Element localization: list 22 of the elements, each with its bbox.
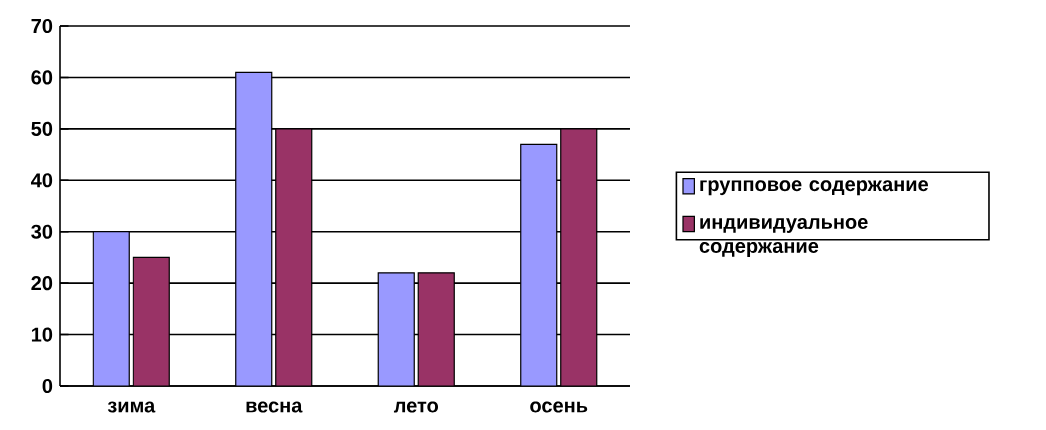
y-tick-label: 70 bbox=[31, 18, 53, 34]
y-tick-label: 60 bbox=[31, 70, 53, 85]
bar bbox=[377, 272, 415, 386]
y-tick-label: 20 bbox=[31, 276, 53, 291]
y-tick-label: 10 bbox=[31, 327, 53, 342]
x-tick-label: весна bbox=[246, 401, 303, 413]
y-tick-label: 50 bbox=[31, 121, 53, 136]
y-tick-label: 40 bbox=[31, 173, 53, 188]
bar bbox=[520, 143, 558, 386]
bar bbox=[275, 128, 313, 386]
legend-label: индивидуальное содержание bbox=[699, 218, 868, 257]
y-tick-label: 30 bbox=[31, 224, 53, 239]
y-tick-label: 0 bbox=[42, 378, 53, 394]
bar bbox=[417, 272, 455, 386]
x-tick-label: зима bbox=[107, 401, 156, 413]
bar bbox=[92, 231, 130, 386]
legend-label: групповое содержание bbox=[700, 180, 929, 196]
x-tick-label: осень bbox=[530, 401, 588, 413]
bar bbox=[235, 71, 273, 386]
x-tick-label: лето bbox=[393, 401, 439, 413]
bar bbox=[560, 128, 598, 386]
bar bbox=[132, 256, 170, 386]
